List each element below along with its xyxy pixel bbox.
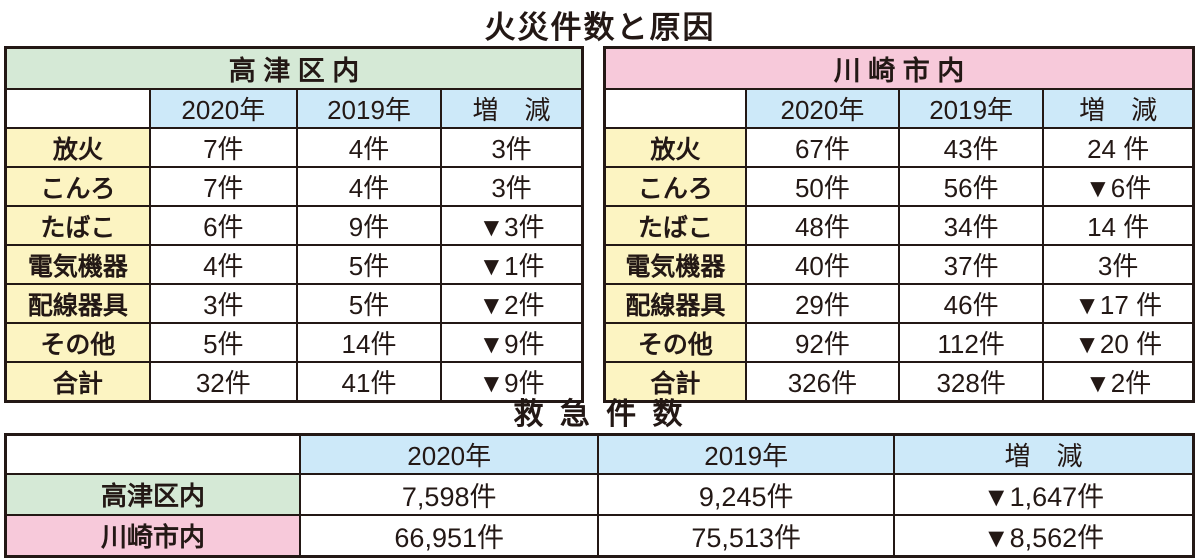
row-label: たばこ bbox=[4, 205, 151, 246]
row-label: 放火 bbox=[4, 127, 151, 168]
value-2019: 46件 bbox=[897, 283, 1045, 324]
value-2020: 6件 bbox=[148, 205, 298, 246]
row-label: 合計 bbox=[603, 361, 747, 403]
fire-table-takatsu: 高 津 区 内 2020年 2019年 増 減 放火 7件 4件 3件 こんろ … bbox=[4, 46, 584, 403]
value-2019: 43件 bbox=[897, 127, 1045, 168]
value-2019: 112件 bbox=[897, 322, 1045, 363]
value-2019: 5件 bbox=[295, 283, 443, 324]
value-2020: 67件 bbox=[744, 127, 900, 168]
row-label: こんろ bbox=[4, 166, 151, 207]
value-2019: 5件 bbox=[295, 244, 443, 285]
column-header-2020: 2020年 bbox=[148, 88, 298, 129]
value-diff: ▼6件 bbox=[1042, 166, 1195, 207]
ambulance-section-title: 救 急 件 数 bbox=[513, 398, 687, 431]
table-row: こんろ 50件 56件 ▼6件 bbox=[603, 166, 1195, 207]
column-header-diff: 増 減 bbox=[893, 433, 1195, 475]
blank-corner-cell bbox=[4, 88, 151, 129]
table-row: 合計 326件 328件 ▼2件 bbox=[603, 361, 1195, 403]
value-2020: 66,951件 bbox=[299, 514, 600, 558]
row-label: こんろ bbox=[603, 166, 747, 207]
value-diff: 14 件 bbox=[1042, 205, 1195, 246]
table-row: たばこ 48件 34件 14 件 bbox=[603, 205, 1195, 246]
row-label: 電気機器 bbox=[603, 244, 747, 285]
value-2019: 41件 bbox=[295, 361, 443, 403]
value-diff: ▼2件 bbox=[1042, 361, 1195, 403]
column-header-diff: 増 減 bbox=[1042, 88, 1195, 129]
value-2020: 7,598件 bbox=[299, 473, 600, 516]
value-diff: 3件 bbox=[440, 166, 584, 207]
value-diff: ▼9件 bbox=[440, 361, 584, 403]
table-row: 放火 67件 43件 24 件 bbox=[603, 127, 1195, 168]
value-2019: 14件 bbox=[295, 322, 443, 363]
table-row: 川崎市内 66,951件 75,513件 ▼8,562件 bbox=[4, 514, 1195, 558]
value-2019: 75,513件 bbox=[597, 514, 896, 558]
region-header-kawasaki: 川 崎 市 内 bbox=[603, 46, 1195, 90]
column-header-2019: 2019年 bbox=[897, 88, 1045, 129]
value-diff: ▼1件 bbox=[440, 244, 584, 285]
table-row: 高津区内 7,598件 9,245件 ▼1,647件 bbox=[4, 473, 1195, 516]
value-2020: 7件 bbox=[148, 166, 298, 207]
table-row: その他 5件 14件 ▼9件 bbox=[4, 322, 584, 363]
column-header-2019: 2019年 bbox=[597, 433, 896, 475]
value-diff: 24 件 bbox=[1042, 127, 1195, 168]
row-label: 合計 bbox=[4, 361, 151, 403]
value-diff: ▼3件 bbox=[440, 205, 584, 246]
row-label: たばこ bbox=[603, 205, 747, 246]
value-2020: 32件 bbox=[148, 361, 298, 403]
value-2019: 328件 bbox=[897, 361, 1045, 403]
column-header-2020: 2020年 bbox=[299, 433, 600, 475]
table-row: 電気機器 4件 5件 ▼1件 bbox=[4, 244, 584, 285]
value-2019: 37件 bbox=[897, 244, 1045, 285]
value-2020: 29件 bbox=[744, 283, 900, 324]
value-2020: 50件 bbox=[744, 166, 900, 207]
value-2020: 326件 bbox=[744, 361, 900, 403]
row-label-takatsu: 高津区内 bbox=[4, 473, 302, 516]
table-row: 電気機器 40件 37件 3件 bbox=[603, 244, 1195, 285]
row-label: 配線器具 bbox=[603, 283, 747, 324]
ambulance-table: 2020年 2019年 増 減 高津区内 7,598件 9,245件 ▼1,64… bbox=[4, 433, 1195, 558]
page-title: 火災件数と原因 bbox=[484, 10, 716, 45]
value-2020: 3件 bbox=[148, 283, 298, 324]
row-label: 電気機器 bbox=[4, 244, 151, 285]
value-diff: ▼1,647件 bbox=[893, 473, 1195, 516]
table-row: たばこ 6件 9件 ▼3件 bbox=[4, 205, 584, 246]
row-label-kawasaki: 川崎市内 bbox=[4, 514, 302, 558]
table-row: 配線器具 3件 5件 ▼2件 bbox=[4, 283, 584, 324]
value-2020: 7件 bbox=[148, 127, 298, 168]
row-label: その他 bbox=[603, 322, 747, 363]
value-2020: 92件 bbox=[744, 322, 900, 363]
row-label: 配線器具 bbox=[4, 283, 151, 324]
column-header-2020: 2020年 bbox=[744, 88, 900, 129]
value-2020: 40件 bbox=[744, 244, 900, 285]
table-row: こんろ 7件 4件 3件 bbox=[4, 166, 584, 207]
value-2019: 9件 bbox=[295, 205, 443, 246]
value-diff: ▼20 件 bbox=[1042, 322, 1195, 363]
table-row: その他 92件 112件 ▼20 件 bbox=[603, 322, 1195, 363]
table-row: 合計 32件 41件 ▼9件 bbox=[4, 361, 584, 403]
value-2020: 5件 bbox=[148, 322, 298, 363]
value-2019: 4件 bbox=[295, 127, 443, 168]
column-header-2019: 2019年 bbox=[295, 88, 443, 129]
value-diff: ▼8,562件 bbox=[893, 514, 1195, 558]
blank-corner-cell bbox=[603, 88, 747, 129]
value-2020: 48件 bbox=[744, 205, 900, 246]
row-label: その他 bbox=[4, 322, 151, 363]
value-2019: 9,245件 bbox=[597, 473, 896, 516]
value-diff: ▼2件 bbox=[440, 283, 584, 324]
table-row: 放火 7件 4件 3件 bbox=[4, 127, 584, 168]
blank-corner-cell bbox=[4, 433, 302, 475]
value-2019: 34件 bbox=[897, 205, 1045, 246]
row-label: 放火 bbox=[603, 127, 747, 168]
value-2019: 4件 bbox=[295, 166, 443, 207]
value-diff: ▼17 件 bbox=[1042, 283, 1195, 324]
table-row: 配線器具 29件 46件 ▼17 件 bbox=[603, 283, 1195, 324]
region-header-takatsu: 高 津 区 内 bbox=[4, 46, 584, 90]
value-diff: ▼9件 bbox=[440, 322, 584, 363]
value-2019: 56件 bbox=[897, 166, 1045, 207]
fire-table-kawasaki: 川 崎 市 内 2020年 2019年 増 減 放火 67件 43件 24 件 … bbox=[603, 46, 1195, 403]
value-diff: 3件 bbox=[1042, 244, 1195, 285]
value-2020: 4件 bbox=[148, 244, 298, 285]
value-diff: 3件 bbox=[440, 127, 584, 168]
column-header-diff: 増 減 bbox=[440, 88, 584, 129]
